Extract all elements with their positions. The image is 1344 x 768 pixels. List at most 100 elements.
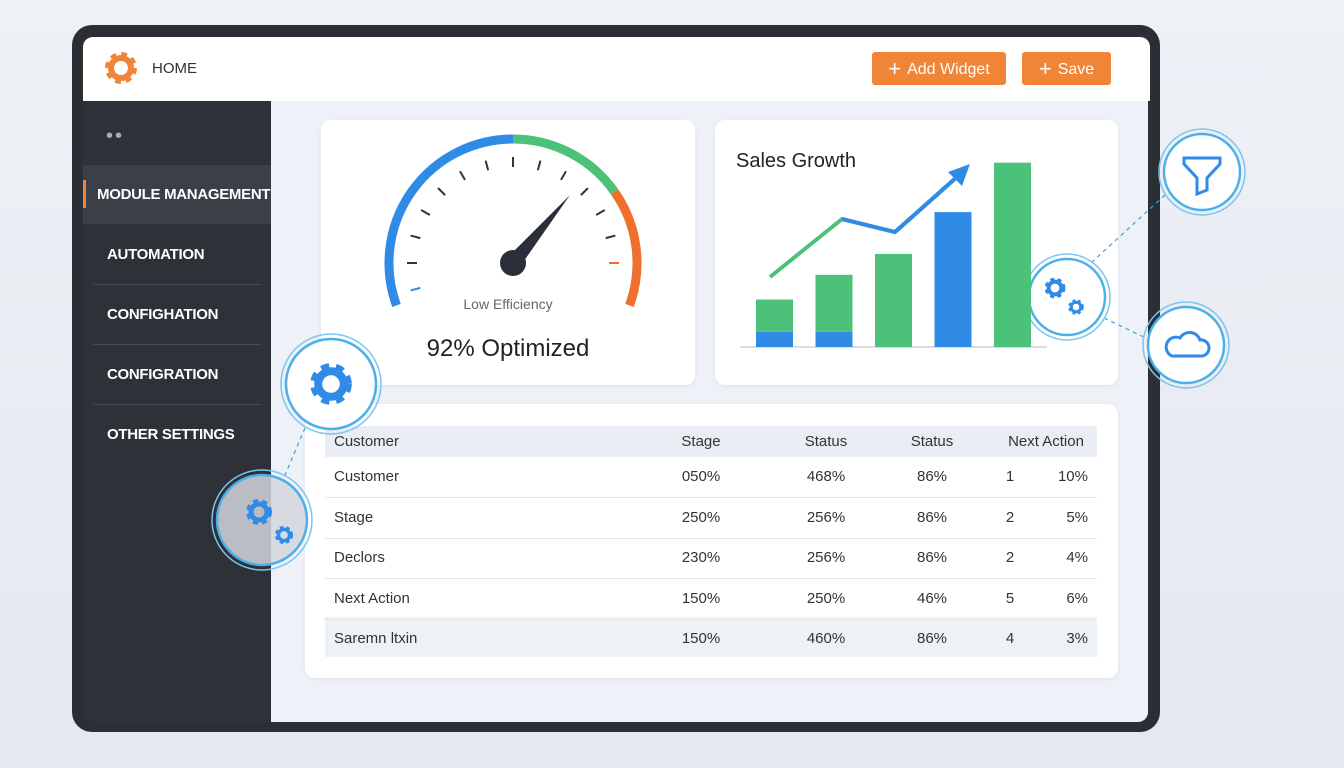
table-cell: 256% — [806, 549, 846, 566]
table-cell: 86% — [916, 468, 948, 485]
gauge-tick — [580, 187, 589, 196]
save-button[interactable]: + Save — [1022, 52, 1111, 85]
row-separator — [325, 618, 1097, 620]
table-cell: Stage — [334, 508, 374, 526]
cloud-icon — [1164, 331, 1211, 358]
row-separator — [325, 537, 1097, 539]
table-cell: 1 — [1005, 468, 1015, 485]
table-cell: 46% — [916, 589, 948, 607]
gauge-arc — [512, 134, 619, 195]
gear-icon-ring — [314, 367, 348, 401]
table-cell: 4 — [1005, 630, 1015, 647]
gauge-tick — [410, 234, 421, 240]
icon-badge — [1146, 305, 1226, 385]
sidebar-item[interactable]: CONFIGRATION — [107, 366, 219, 383]
gauge-tick — [484, 160, 490, 171]
icon-halo — [1142, 301, 1230, 389]
sidebar-separator — [93, 404, 261, 405]
table-cell: 2 — [1005, 549, 1015, 566]
funnel-icon — [1182, 156, 1222, 197]
sidebar-item[interactable]: OTHER SETTINGS — [107, 426, 235, 443]
table-header-cell: Customer — [334, 433, 400, 450]
logo-gear — [105, 52, 137, 84]
gauge-label: Low Efficiency — [463, 296, 553, 312]
bar — [756, 299, 793, 332]
gears-icon-ring — [1069, 300, 1083, 314]
gauge-tick — [536, 160, 542, 171]
trend-line-top — [841, 174, 960, 235]
gears-icon-ring — [276, 527, 292, 543]
gauge-tick — [459, 170, 466, 181]
table-cell: 230% — [681, 549, 721, 566]
gauge-tick — [437, 187, 446, 196]
sidebar-separator — [93, 344, 261, 345]
table-cell: 5 — [1005, 589, 1015, 607]
bar — [815, 274, 853, 332]
table-cell: 250% — [806, 589, 846, 607]
trend-arrow — [948, 164, 970, 186]
connectors — [284, 194, 1166, 476]
table-header-cell: Status — [804, 433, 848, 450]
table-cell: 10% — [1057, 468, 1088, 485]
gauge-arc — [384, 134, 514, 307]
icon-badge — [1162, 132, 1242, 212]
table-cell: 250% — [681, 508, 721, 526]
bar — [994, 162, 1031, 347]
table-cell: 150% — [681, 630, 721, 647]
button-label: Add Widget — [907, 61, 990, 78]
gauge-needle — [508, 195, 570, 268]
table-cell: 460% — [806, 630, 846, 647]
gears-icon-ring — [248, 501, 270, 523]
row-separator — [325, 578, 1097, 579]
sidebar-separator — [93, 284, 261, 285]
home-title[interactable]: HOME — [152, 60, 197, 77]
trend-line — [768, 174, 960, 279]
gauge-arc — [610, 189, 642, 307]
active-indicator — [83, 180, 86, 208]
icon-badge — [1027, 257, 1107, 337]
table-cell: 2 — [1005, 508, 1015, 526]
sidebar-item[interactable]: MODULE MANAGEMENT — [83, 165, 271, 224]
bar — [875, 253, 912, 347]
table-cell: 5% — [1066, 508, 1088, 526]
table-cell: 050% — [681, 468, 721, 485]
chart-title: Sales Growth — [736, 150, 857, 172]
gears-icon-ring — [1046, 279, 1064, 297]
bar — [934, 212, 972, 347]
bar — [815, 331, 853, 347]
sidebar-dots: •• — [106, 125, 125, 147]
gauge-tick — [595, 209, 606, 216]
icon-halo — [211, 469, 313, 571]
table-cell: 4% — [1066, 549, 1088, 566]
table-cell: 3% — [1066, 630, 1088, 647]
table-cell: 86% — [916, 630, 948, 647]
gauge-tick — [605, 234, 616, 240]
table-cell: 86% — [916, 508, 948, 526]
gauge-hub — [500, 250, 526, 276]
sidebar-item[interactable]: AUTOMATION — [107, 246, 205, 263]
table-cell: 86% — [916, 549, 948, 566]
table-header-cell: Next Action — [1008, 433, 1084, 450]
icon-badge — [284, 337, 378, 431]
row-separator — [325, 497, 1097, 498]
gauge-caption: 92% Optimized — [426, 335, 590, 362]
table-cell: 150% — [681, 589, 721, 607]
bar — [756, 331, 793, 347]
table-cell: Saremn ltxin — [334, 630, 418, 647]
table-cell: Next Action — [334, 589, 410, 607]
add-widget-button[interactable]: + Add Widget — [872, 52, 1006, 85]
gauge-tick — [560, 170, 567, 181]
icon-halo — [280, 333, 382, 435]
table-cell: Customer — [334, 468, 400, 485]
icon-halo — [1158, 128, 1246, 216]
table-cell: 256% — [806, 508, 846, 526]
table-row-shade — [325, 617, 1097, 657]
button-label: Save — [1057, 61, 1095, 78]
table-cell: 468% — [806, 468, 846, 485]
table-cell: 6% — [1066, 589, 1088, 607]
table-header-row — [325, 426, 1097, 457]
table-header-cell: Stage — [681, 433, 721, 450]
sidebar-item[interactable]: CONFIGHATION — [107, 306, 219, 323]
